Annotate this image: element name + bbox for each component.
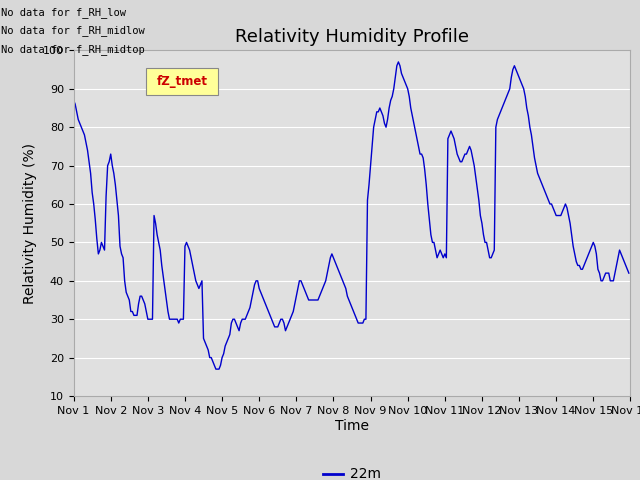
Text: fZ_tmet: fZ_tmet: [157, 75, 207, 88]
Text: No data for f_RH_midlow: No data for f_RH_midlow: [1, 25, 145, 36]
X-axis label: Time: Time: [335, 419, 369, 432]
FancyBboxPatch shape: [146, 68, 218, 96]
Text: No data for f_RH_midtop: No data for f_RH_midtop: [1, 44, 145, 55]
Title: Relativity Humidity Profile: Relativity Humidity Profile: [235, 28, 469, 46]
Y-axis label: Relativity Humidity (%): Relativity Humidity (%): [23, 143, 37, 304]
Legend: 22m: 22m: [317, 462, 387, 480]
Text: No data for f_RH_low: No data for f_RH_low: [1, 7, 126, 18]
